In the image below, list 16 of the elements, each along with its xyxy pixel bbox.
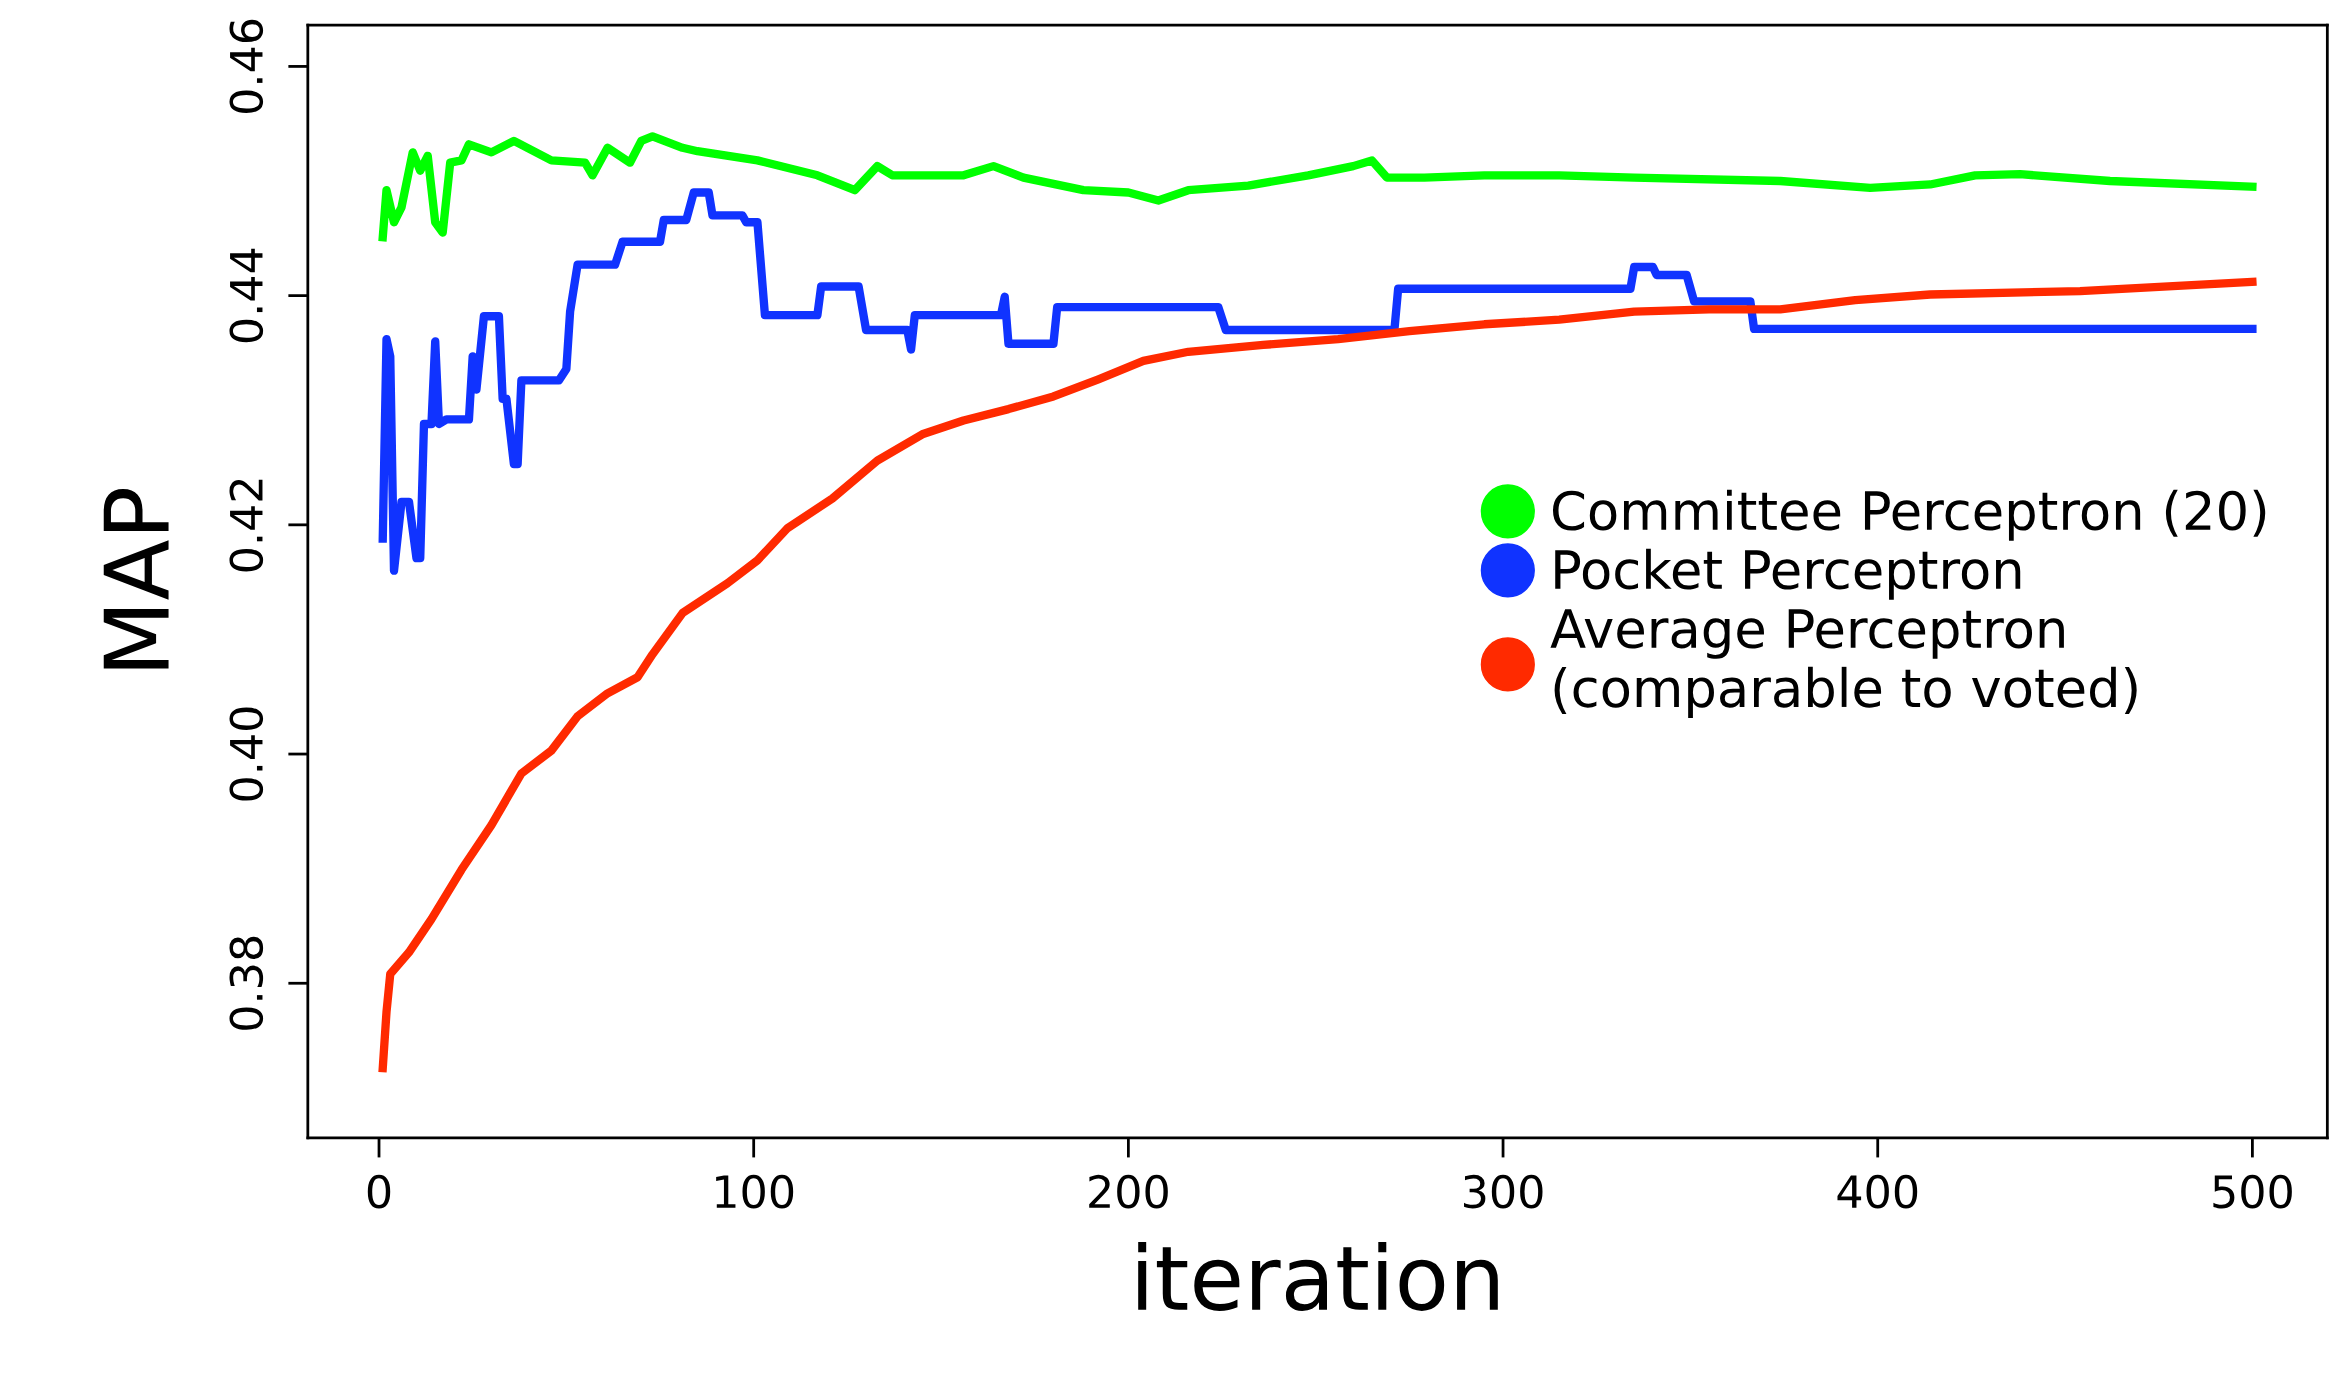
x-tick-label: 500 [2213, 1174, 2292, 1209]
y-tick-label: 0.38 [229, 936, 264, 1030]
x-tick-label: 100 [716, 1174, 794, 1209]
y-tick-label: 0.44 [229, 248, 264, 343]
x-axis-title: iteration [1138, 1242, 1498, 1311]
x-tick-label: 400 [1837, 1174, 1918, 1209]
x-tick-label: 300 [1464, 1174, 1543, 1209]
legend-label: Committee Perceptron (20) [1553, 489, 2266, 541]
legend-label: Pocket Perceptron [1555, 548, 2021, 600]
y-tick-label: 0.46 [229, 19, 264, 113]
y-axis-title: MAP [103, 489, 169, 669]
x-tick-label: 0 [367, 1174, 391, 1209]
y-tick-label: 0.40 [229, 707, 264, 801]
y-tick-label: 0.42 [229, 479, 264, 572]
legend-label: Average Perceptron (comparable to voted) [1550, 609, 2137, 718]
x-tick-label: 200 [1089, 1174, 1168, 1209]
